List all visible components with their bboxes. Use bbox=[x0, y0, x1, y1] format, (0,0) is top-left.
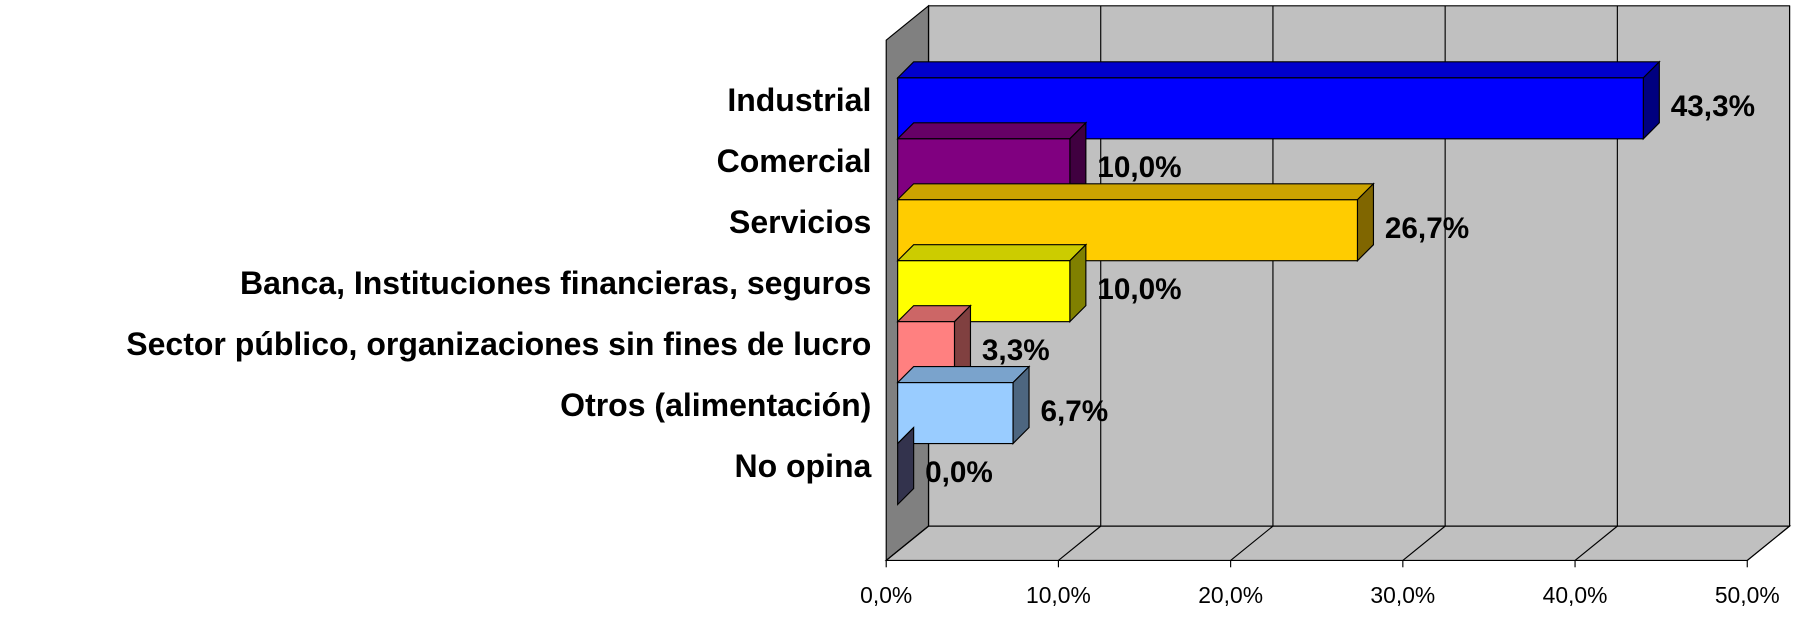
x-tick-label: 40,0% bbox=[1543, 582, 1608, 608]
floor bbox=[884, 525, 1792, 561]
x-tick-label: 50,0% bbox=[1715, 582, 1780, 608]
value-label: 26,7% bbox=[1385, 212, 1469, 245]
x-tick-label: 30,0% bbox=[1370, 582, 1435, 608]
x-tick-label: 10,0% bbox=[1026, 582, 1091, 608]
category-label: No opina bbox=[734, 448, 871, 484]
bar-top bbox=[896, 61, 1661, 79]
value-label: 10,0% bbox=[1097, 273, 1181, 306]
bar-top bbox=[896, 244, 1088, 262]
value-label: 6,7% bbox=[1040, 395, 1108, 428]
category-label: Otros (alimentación) bbox=[560, 387, 871, 423]
bar bbox=[897, 382, 1014, 445]
grid-line bbox=[1058, 525, 1102, 561]
grid-line bbox=[1746, 525, 1790, 561]
x-tick-label: 0,0% bbox=[860, 582, 912, 608]
value-label: 43,3% bbox=[1671, 90, 1755, 123]
category-label: Comercial bbox=[717, 143, 872, 179]
category-label: Industrial bbox=[727, 82, 871, 118]
bar-top bbox=[896, 122, 1088, 140]
grid-line bbox=[1402, 525, 1446, 561]
value-label: 0,0% bbox=[925, 456, 993, 489]
category-label: Banca, Instituciones financieras, seguro… bbox=[240, 265, 871, 301]
value-label: 3,3% bbox=[982, 334, 1050, 367]
bar-top bbox=[896, 183, 1375, 201]
grid-line bbox=[885, 525, 929, 561]
value-label: 10,0% bbox=[1097, 151, 1181, 184]
bar-top bbox=[896, 366, 1031, 384]
grid-line bbox=[1574, 525, 1618, 561]
category-label: Servicios bbox=[729, 204, 871, 240]
category-label: Sector público, organizaciones sin fines… bbox=[126, 326, 871, 362]
grid-line bbox=[1230, 525, 1274, 561]
x-tick-label: 20,0% bbox=[1198, 582, 1263, 608]
bar-side bbox=[897, 426, 915, 506]
